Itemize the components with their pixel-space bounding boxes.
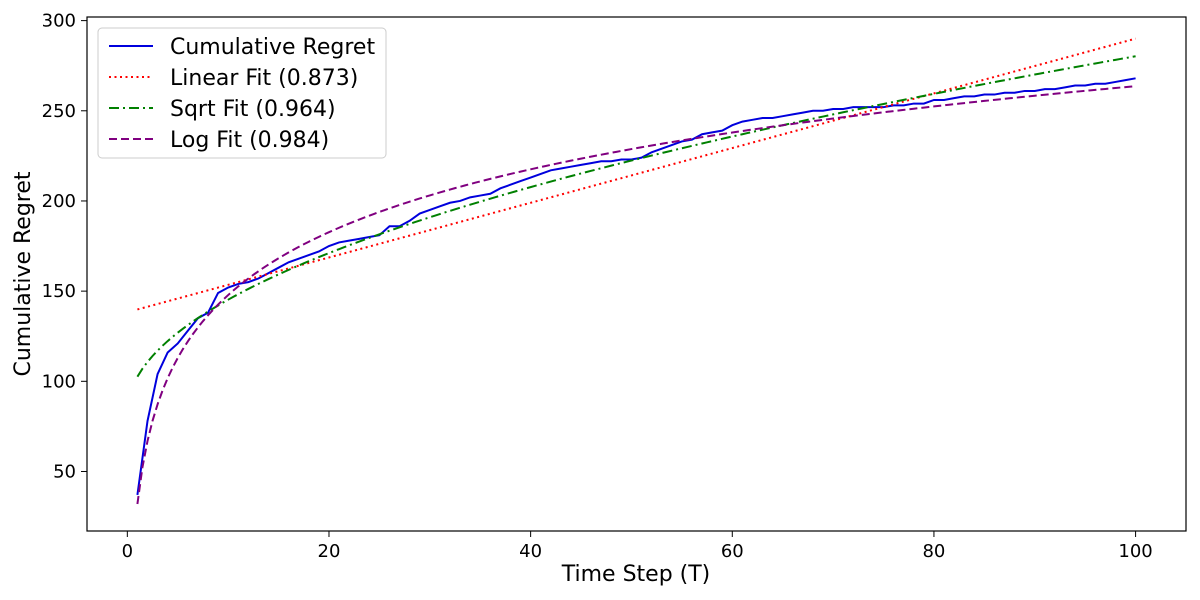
y-axis-label: Cumulative Regret [11, 171, 36, 376]
series-line-4 [136, 85, 1136, 505]
legend-label: Log Fit (0.984) [170, 128, 329, 153]
y-tick-label: 250 [42, 101, 76, 122]
y-tick-label: 200 [42, 191, 76, 212]
legend-label: Linear Fit (0.873) [170, 66, 358, 91]
y-tick-label: 100 [42, 371, 76, 392]
x-tick-label: 40 [519, 541, 542, 562]
legend: Cumulative Regret Linear Fit (0.873) Sqrt … [97, 27, 387, 159]
series-lines [136, 37, 1136, 505]
x-tick-label: 20 [318, 541, 341, 562]
plot-frame [86, 16, 1187, 532]
x-tick-label: 100 [1118, 541, 1152, 562]
x-axis-label: Time Step (T) [561, 562, 711, 587]
legend-box [97, 27, 387, 159]
y-axis-ticks: 50 100 150 200 250 300 [42, 11, 87, 482]
series-line-3 [136, 55, 1136, 378]
x-tick-label: 80 [922, 541, 945, 562]
y-tick-label: 150 [42, 281, 76, 302]
y-tick-label: 300 [42, 11, 76, 32]
x-tick-label: 60 [721, 541, 744, 562]
series-line-1 [136, 77, 1136, 496]
x-axis-ticks: 0 20 40 60 80 100 [122, 531, 1153, 562]
x-tick-label: 0 [122, 541, 133, 562]
legend-label: Sqrt Fit (0.964) [170, 97, 336, 122]
legend-label: Cumulative Regret [170, 35, 375, 60]
y-tick-label: 50 [53, 461, 76, 482]
